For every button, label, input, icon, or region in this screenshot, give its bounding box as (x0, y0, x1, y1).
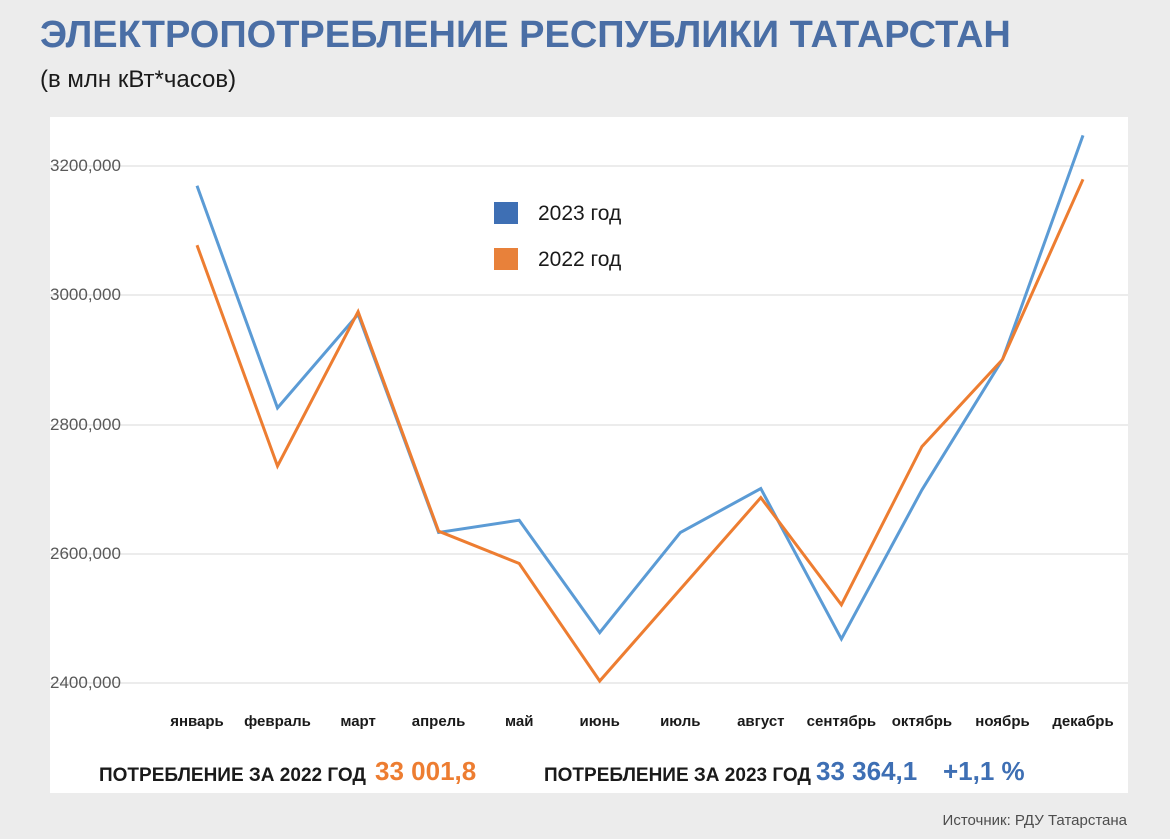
svg-text:июнь: июнь (580, 713, 620, 730)
svg-text:3200,000: 3200,000 (50, 156, 121, 175)
svg-text:февраль: февраль (244, 713, 311, 730)
svg-text:сентябрь: сентябрь (807, 713, 877, 730)
svg-text:апрель: апрель (412, 713, 466, 730)
svg-text:август: август (737, 713, 784, 730)
svg-text:2023 год: 2023 год (538, 202, 621, 225)
svg-text:2800,000: 2800,000 (50, 415, 121, 434)
svg-text:октябрь: октябрь (892, 713, 952, 730)
svg-text:ноябрь: ноябрь (975, 713, 1029, 730)
svg-text:2600,000: 2600,000 (50, 544, 121, 563)
svg-text:2400,000: 2400,000 (50, 673, 121, 692)
svg-text:декабрь: декабрь (1052, 713, 1113, 730)
svg-text:2022 год: 2022 год (538, 248, 621, 271)
svg-text:3000,000: 3000,000 (50, 285, 121, 304)
svg-text:май: май (505, 713, 533, 730)
svg-text:январь: январь (170, 713, 224, 730)
svg-text:март: март (340, 713, 376, 730)
svg-text:июль: июль (660, 713, 700, 730)
